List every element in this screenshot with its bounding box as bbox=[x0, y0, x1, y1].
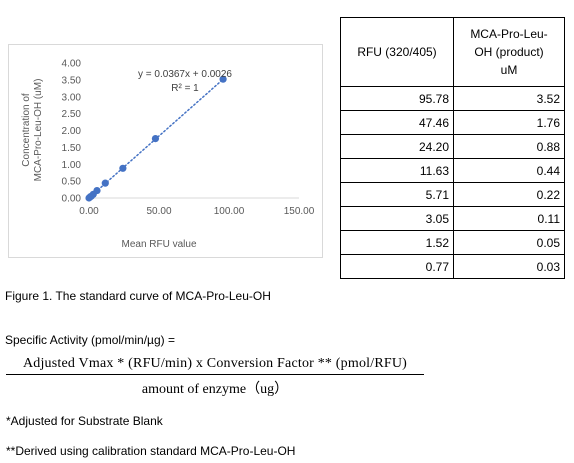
table-row: 5.71 0.22 bbox=[340, 182, 565, 207]
rfu-cell: 24.20 bbox=[340, 134, 454, 159]
data-point bbox=[219, 75, 227, 83]
rfu-cell: 1.52 bbox=[340, 230, 454, 255]
formula-numerator: Adjusted Vmax * (RFU/min) x Conversion F… bbox=[6, 356, 424, 375]
rfu-cell: 11.63 bbox=[340, 158, 454, 183]
y-tick-label: 2.50 bbox=[62, 109, 82, 120]
y-tick-label: 3.50 bbox=[62, 75, 82, 86]
table-header-row: RFU (320/405) MCA-Pro-Leu- OH (product) … bbox=[340, 17, 565, 87]
concentration-cell: 0.05 bbox=[453, 230, 565, 255]
y-tick-label: 2.00 bbox=[62, 126, 82, 137]
concentration-cell: 0.88 bbox=[453, 134, 565, 159]
table-row: 95.78 3.52 bbox=[340, 86, 565, 111]
specific-activity-formula: Adjusted Vmax * (RFU/min) x Conversion F… bbox=[6, 356, 424, 398]
data-point bbox=[93, 186, 101, 195]
table-row: 47.46 1.76 bbox=[340, 110, 565, 135]
y-tick-label: 3.00 bbox=[62, 92, 82, 103]
data-point bbox=[151, 135, 160, 143]
concentration-header-line: uM bbox=[500, 63, 518, 77]
concentration-cell: 3.52 bbox=[453, 86, 565, 111]
y-tick-label: 1.50 bbox=[62, 143, 82, 154]
concentration-header-line: OH (product) bbox=[474, 45, 544, 59]
x-tick-label: 150.00 bbox=[284, 206, 315, 217]
x-tick-label: 0.00 bbox=[79, 206, 99, 217]
x-tick-label: 100.00 bbox=[214, 206, 245, 217]
rfu-cell: 0.77 bbox=[340, 254, 454, 279]
figure-caption: Figure 1. The standard curve of MCA-Pro-… bbox=[5, 289, 271, 303]
concentration-cell: 0.11 bbox=[453, 206, 565, 231]
rfu-column-header: RFU (320/405) bbox=[340, 17, 454, 87]
data-point bbox=[119, 164, 127, 172]
rfu-cell: 3.05 bbox=[340, 206, 454, 231]
y-axis-title: Concentration ofMCA-Pro-Leu-OH (uM) bbox=[21, 79, 44, 182]
y-tick-label: 1.00 bbox=[62, 160, 82, 171]
rfu-cell: 95.78 bbox=[340, 86, 454, 111]
footnote-substrate-blank: *Adjusted for Substrate Blank bbox=[6, 414, 163, 428]
specific-activity-label: Specific Activity (pmol/min/µg) = bbox=[5, 333, 175, 347]
concentration-cell: 0.03 bbox=[453, 254, 565, 279]
table-row: 0.77 0.03 bbox=[340, 254, 565, 279]
formula-denominator: amount of enzyme（ug） bbox=[141, 382, 289, 397]
table-row: 24.20 0.88 bbox=[340, 134, 565, 159]
y-tick-label: 0.50 bbox=[62, 177, 82, 188]
table-row: 1.52 0.05 bbox=[340, 230, 565, 255]
concentration-cell: 0.22 bbox=[453, 182, 565, 207]
y-axis-title-line: MCA-Pro-Leu-OH (uM) bbox=[33, 79, 44, 182]
rfu-cell: 5.71 bbox=[340, 182, 454, 207]
footnote-calibration-standard: **Derived using calibration standard MCA… bbox=[6, 444, 296, 458]
y-tick-label: 0.00 bbox=[62, 194, 82, 205]
concentration-cell: 0.44 bbox=[453, 158, 565, 183]
data-point bbox=[101, 179, 109, 187]
standard-curve-table: RFU (320/405) MCA-Pro-Leu- OH (product) … bbox=[340, 17, 565, 279]
standard-curve-chart: 0.00 0.50 1.00 1.50 2.00 2.50 3.00 3.50 4.00 0.00… bbox=[8, 44, 323, 258]
trendline-equation: y = 0.0367x + 0.0026 bbox=[138, 69, 232, 80]
x-tick-label: 50.00 bbox=[146, 206, 171, 217]
x-axis-title: Mean RFU value bbox=[121, 239, 196, 250]
r-squared-label: R² = 1 bbox=[171, 83, 199, 94]
concentration-cell: 1.76 bbox=[453, 110, 565, 135]
concentration-column-header: MCA-Pro-Leu- OH (product) uM bbox=[453, 17, 565, 87]
y-tick-label: 4.00 bbox=[62, 59, 82, 70]
table-row: 11.63 0.44 bbox=[340, 158, 565, 183]
rfu-cell: 47.46 bbox=[340, 110, 454, 135]
chart-svg: 0.00 0.50 1.00 1.50 2.00 2.50 3.00 3.50 4.00 0.00… bbox=[21, 59, 315, 251]
concentration-header-line: MCA-Pro-Leu- bbox=[470, 27, 548, 41]
y-axis-title-line: Concentration of bbox=[21, 93, 32, 167]
table-row: 3.05 0.11 bbox=[340, 206, 565, 231]
